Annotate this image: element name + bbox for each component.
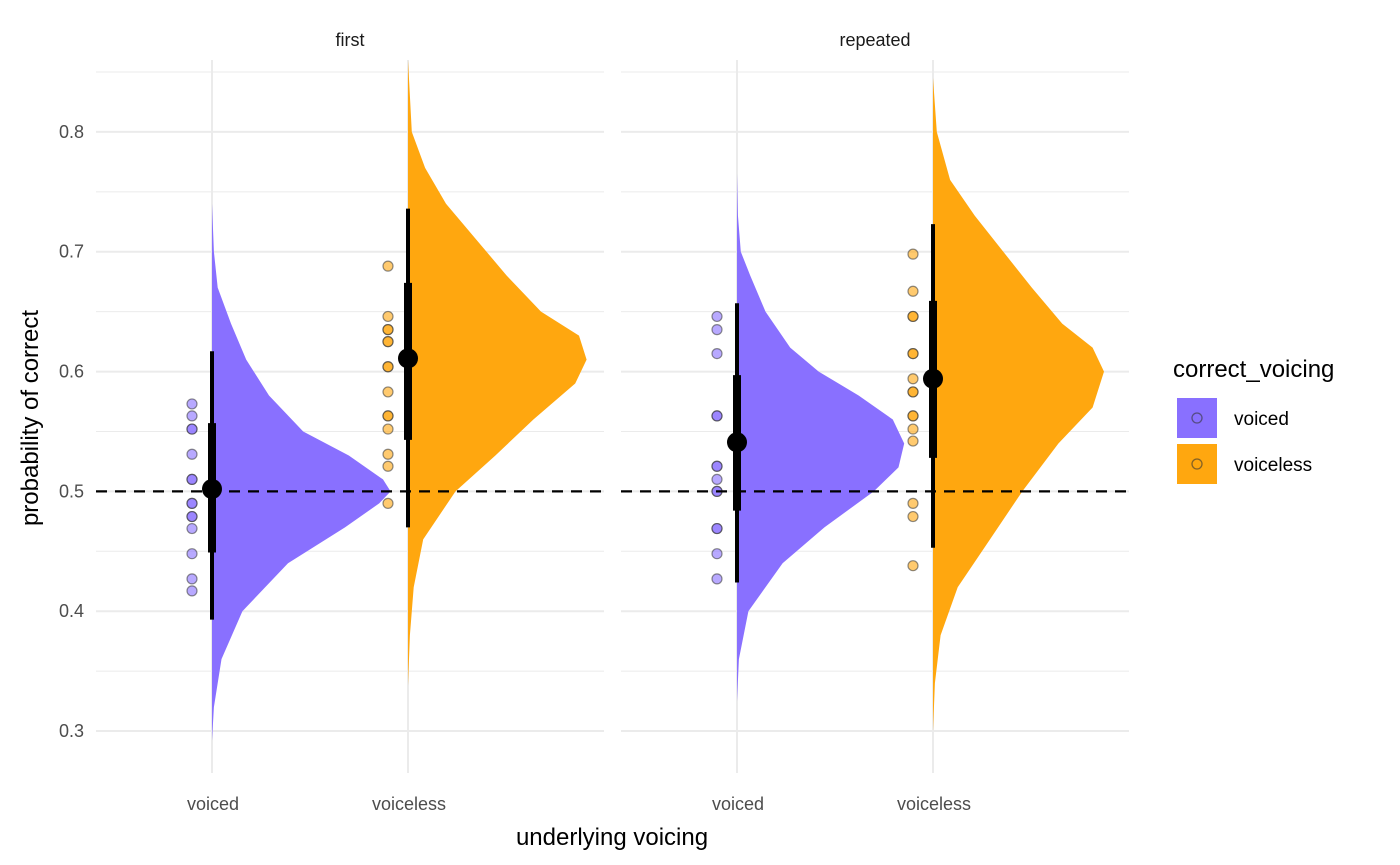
legend-label-voiceless: voiceless [1234,455,1312,476]
data-point [186,423,198,435]
data-point [711,522,723,535]
y-tick-label: 0.6 [59,362,84,382]
x-tick-label: voiced [187,794,239,814]
data-point [907,248,919,260]
data-point [186,585,198,597]
data-point [382,260,394,272]
data-point [907,497,919,509]
legend-key-voiceless [1177,444,1217,484]
data-point [186,448,198,460]
group-voiced [186,203,391,741]
y-tick-label: 0.7 [59,242,84,262]
data-point [907,373,919,385]
data-point [186,410,198,422]
panel-strip-label: first [336,30,365,50]
legend-point-icon [1191,458,1203,470]
data-point [382,497,394,509]
density-voiceless [933,77,1104,732]
data-point [382,310,394,323]
legend-title: correct_voicing [1173,356,1334,383]
median-point [923,368,943,389]
median-point [398,348,418,369]
y-tick-label: 0.8 [59,122,84,142]
data-point [711,347,723,360]
y-tick-label: 0.3 [59,721,84,741]
data-point [711,473,723,486]
median-point [202,478,222,499]
y-axis-title: probability of correct [17,310,44,526]
data-point [382,361,394,373]
data-point [907,347,919,360]
legend-key-voiced [1177,398,1217,438]
data-point [382,460,394,472]
density-voiced [212,203,391,741]
data-point [907,410,919,422]
panel-strip-label: repeated [839,30,910,50]
legend: correct_voicing voiced voiceless [1173,356,1334,484]
data-point [186,573,198,585]
density-voiced [737,173,905,702]
data-point [186,497,198,509]
data-point [711,573,723,585]
group-voiceless [907,77,1104,732]
data-point [907,560,919,572]
data-point [907,386,919,398]
data-point [382,423,394,435]
data-point [711,460,723,472]
data-point [186,548,198,560]
x-tick-label: voiceless [897,794,971,814]
data-point [907,435,919,447]
group-voiced [711,173,905,702]
median-point [727,432,747,453]
data-point [907,510,919,523]
data-point [907,310,919,323]
data-point [186,522,198,535]
data-point [711,324,723,336]
data-point [382,448,394,460]
y-tick-label: 0.5 [59,481,84,501]
x-tick-label: voiced [712,794,764,814]
data-point [711,410,723,422]
data-point [711,310,723,323]
data-point [186,510,198,523]
data-point [907,285,919,297]
density-voiceless [408,60,587,686]
panel-first: first voiced voiceless [96,30,604,814]
data-point [382,336,394,348]
data-point [382,386,394,398]
data-point [186,473,198,486]
x-tick-label: voiceless [372,794,446,814]
x-axis-title: underlying voicing [516,824,708,851]
legend-point-icon [1191,412,1203,424]
group-voiceless [382,60,587,686]
y-tick-label: 0.4 [59,601,84,621]
data-point [186,398,198,410]
legend-label-voiced: voiced [1234,409,1289,430]
data-point [907,423,919,435]
data-point [382,324,394,336]
data-point [711,548,723,560]
data-point [382,410,394,422]
panel-repeated: repeated voiced voiceless [621,30,1129,814]
